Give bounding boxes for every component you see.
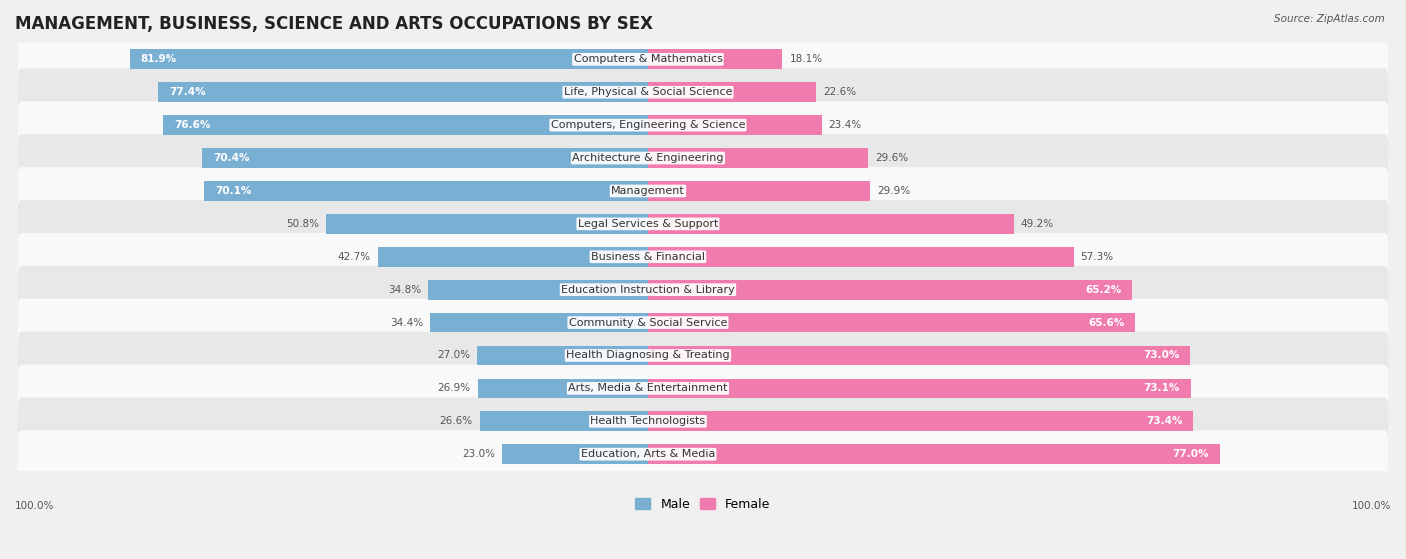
FancyBboxPatch shape (18, 200, 1388, 248)
Bar (157, 82, 648, 102)
Text: Education, Arts & Media: Education, Arts & Media (581, 449, 716, 459)
Bar (202, 148, 648, 168)
Text: 73.1%: 73.1% (1143, 383, 1180, 394)
Text: 22.6%: 22.6% (823, 87, 856, 97)
Text: 65.6%: 65.6% (1088, 318, 1125, 328)
Text: Health Technologists: Health Technologists (591, 416, 706, 427)
Text: 65.2%: 65.2% (1085, 285, 1122, 295)
Bar (648, 82, 815, 102)
Bar (648, 378, 1191, 398)
Text: 70.1%: 70.1% (215, 186, 252, 196)
Bar (648, 345, 1191, 366)
FancyBboxPatch shape (18, 134, 1388, 182)
Text: 29.9%: 29.9% (877, 186, 910, 196)
Text: Computers & Mathematics: Computers & Mathematics (574, 54, 723, 64)
FancyBboxPatch shape (18, 266, 1388, 314)
Text: Community & Social Service: Community & Social Service (569, 318, 727, 328)
Bar (502, 444, 648, 464)
Bar (479, 411, 648, 431)
Bar (648, 280, 1132, 300)
Text: Architecture & Engineering: Architecture & Engineering (572, 153, 724, 163)
Text: 26.9%: 26.9% (437, 383, 471, 394)
Text: 50.8%: 50.8% (287, 219, 319, 229)
FancyBboxPatch shape (18, 430, 1388, 478)
FancyBboxPatch shape (18, 331, 1388, 380)
Bar (478, 378, 648, 398)
Text: 29.6%: 29.6% (875, 153, 908, 163)
Text: Legal Services & Support: Legal Services & Support (578, 219, 718, 229)
Text: Source: ZipAtlas.com: Source: ZipAtlas.com (1274, 14, 1385, 24)
Text: 77.4%: 77.4% (169, 87, 205, 97)
FancyBboxPatch shape (18, 101, 1388, 149)
FancyBboxPatch shape (18, 364, 1388, 412)
Text: Education Instruction & Library: Education Instruction & Library (561, 285, 735, 295)
Bar (477, 345, 648, 366)
Text: Business & Financial: Business & Financial (591, 252, 704, 262)
Bar (648, 115, 823, 135)
Text: 81.9%: 81.9% (141, 54, 177, 64)
Bar (648, 411, 1194, 431)
FancyBboxPatch shape (18, 35, 1388, 83)
Text: 73.0%: 73.0% (1143, 350, 1180, 361)
Bar (430, 312, 648, 333)
Text: 34.4%: 34.4% (391, 318, 423, 328)
Text: 100.0%: 100.0% (1351, 501, 1391, 510)
Bar (427, 280, 648, 300)
Bar (648, 312, 1136, 333)
Text: Computers, Engineering & Science: Computers, Engineering & Science (551, 120, 745, 130)
FancyBboxPatch shape (18, 233, 1388, 281)
FancyBboxPatch shape (18, 299, 1388, 347)
Bar (129, 49, 648, 69)
Bar (648, 49, 783, 69)
Text: 27.0%: 27.0% (437, 350, 470, 361)
Text: 18.1%: 18.1% (789, 54, 823, 64)
Text: 42.7%: 42.7% (337, 252, 371, 262)
Bar (326, 214, 648, 234)
Text: 34.8%: 34.8% (388, 285, 420, 295)
Text: Arts, Media & Entertainment: Arts, Media & Entertainment (568, 383, 728, 394)
Text: MANAGEMENT, BUSINESS, SCIENCE AND ARTS OCCUPATIONS BY SEX: MANAGEMENT, BUSINESS, SCIENCE AND ARTS O… (15, 15, 652, 33)
FancyBboxPatch shape (18, 397, 1388, 445)
Bar (648, 148, 868, 168)
Bar (204, 181, 648, 201)
Bar (648, 181, 870, 201)
Text: 23.0%: 23.0% (463, 449, 495, 459)
FancyBboxPatch shape (18, 68, 1388, 116)
Bar (648, 444, 1220, 464)
Text: 70.4%: 70.4% (214, 153, 250, 163)
Text: 49.2%: 49.2% (1021, 219, 1053, 229)
Text: Health Diagnosing & Treating: Health Diagnosing & Treating (567, 350, 730, 361)
Text: 77.0%: 77.0% (1173, 449, 1209, 459)
Text: Management: Management (612, 186, 685, 196)
Bar (648, 247, 1074, 267)
Bar (378, 247, 648, 267)
Text: 73.4%: 73.4% (1146, 416, 1182, 427)
Bar (648, 214, 1014, 234)
Bar (163, 115, 648, 135)
Text: 26.6%: 26.6% (440, 416, 472, 427)
Text: Life, Physical & Social Science: Life, Physical & Social Science (564, 87, 733, 97)
Text: 23.4%: 23.4% (828, 120, 862, 130)
Legend: Male, Female: Male, Female (630, 492, 776, 516)
FancyBboxPatch shape (18, 167, 1388, 215)
Text: 57.3%: 57.3% (1081, 252, 1114, 262)
Text: 100.0%: 100.0% (15, 501, 55, 510)
Text: 76.6%: 76.6% (174, 120, 211, 130)
